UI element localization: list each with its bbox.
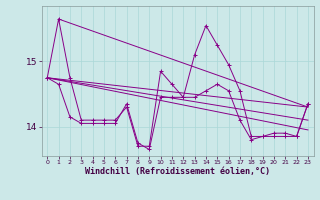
X-axis label: Windchill (Refroidissement éolien,°C): Windchill (Refroidissement éolien,°C): [85, 167, 270, 176]
